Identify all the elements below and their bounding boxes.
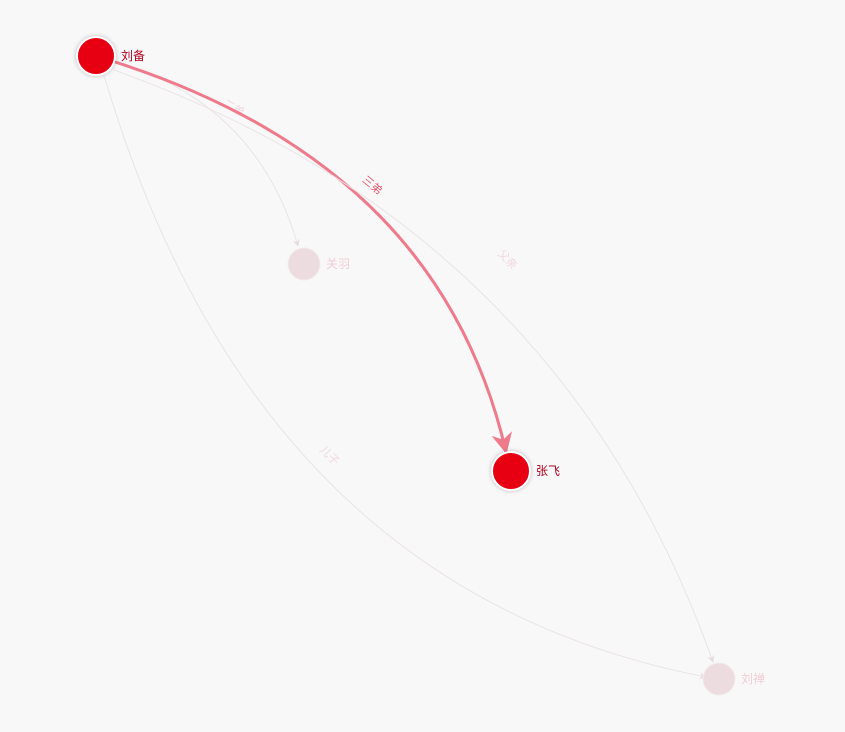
node-circle[interactable] (76, 36, 116, 76)
node-circle[interactable] (287, 247, 321, 281)
edge-label: 父亲 (495, 246, 520, 271)
edge-line[interactable] (103, 74, 707, 680)
edge-label: 三弟 (360, 173, 385, 197)
edge-label: 儿子 (317, 443, 342, 468)
edge-liubei-liushan[interactable]: 儿子 (103, 74, 707, 680)
edge-liubei-guanyu[interactable]: 二弟 (95, 55, 300, 247)
node-liushan[interactable]: 刘禅 (702, 662, 765, 696)
node-guanyu[interactable]: 关羽 (287, 247, 350, 281)
edge-line[interactable] (113, 69, 715, 663)
node-circle[interactable] (491, 451, 531, 491)
node-label: 张飞 (536, 464, 560, 478)
node-zhangfei[interactable]: 张飞 (491, 451, 560, 491)
node-liubei[interactable]: 刘备 (76, 36, 145, 76)
edge-line[interactable] (95, 55, 300, 247)
node-label: 刘禅 (741, 672, 765, 686)
node-label: 刘备 (121, 49, 145, 63)
edge-liushan-liubei[interactable]: 父亲 (113, 69, 715, 663)
node-label: 关羽 (326, 257, 350, 271)
edge-line[interactable] (111, 59, 512, 455)
node-circle[interactable] (702, 662, 736, 696)
